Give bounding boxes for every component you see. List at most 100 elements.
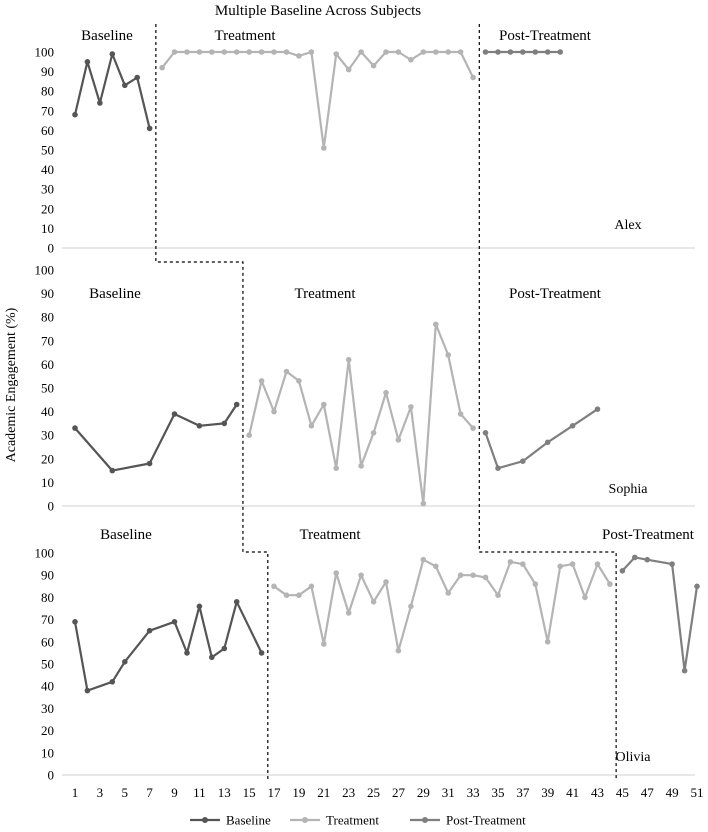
x-tick-label: 47 — [641, 785, 655, 800]
data-point-baseline — [233, 599, 240, 605]
x-tick-label: 1 — [72, 785, 79, 800]
data-point-treatment — [395, 647, 402, 654]
legend-label: Baseline — [226, 813, 271, 828]
data-point-treatment — [283, 49, 290, 55]
data-point-treatment — [383, 579, 389, 585]
y-tick-label: 0 — [48, 499, 55, 514]
y-tick-label: 80 — [41, 84, 54, 99]
data-point-treatment — [358, 572, 364, 578]
data-point-treatment — [233, 49, 240, 55]
y-tick-label: 90 — [41, 286, 54, 301]
phase-change-line-2 — [478, 24, 617, 780]
data-point-post-treatment — [520, 458, 526, 465]
data-point-treatment — [271, 583, 277, 590]
data-point-post-treatment — [632, 554, 638, 561]
data-point-treatment — [358, 49, 364, 55]
x-tick-label: 7 — [146, 785, 153, 800]
x-tick-label: 43 — [591, 785, 604, 800]
data-point-baseline — [146, 627, 153, 634]
data-point-baseline — [196, 423, 203, 429]
data-point-treatment — [482, 574, 489, 581]
data-point-post-treatment — [669, 561, 675, 567]
data-point-treatment — [383, 389, 389, 396]
data-point-baseline — [221, 420, 228, 427]
series-line-treatment — [161, 50, 475, 150]
data-point-treatment — [457, 49, 464, 55]
data-point-post-treatment — [507, 49, 514, 55]
data-point-post-treatment — [694, 583, 700, 590]
x-tick-label: 49 — [666, 785, 679, 800]
data-point-post-treatment — [495, 465, 501, 472]
data-point-treatment — [457, 411, 464, 417]
x-tick-label: 45 — [616, 785, 629, 800]
legend-swatch-marker — [302, 817, 308, 823]
data-point-treatment — [246, 49, 252, 55]
data-point-treatment — [420, 556, 427, 563]
legend-label: Post-Treatment — [446, 813, 526, 828]
series-line-baseline — [73, 600, 263, 692]
y-tick-label: 40 — [41, 404, 54, 419]
data-point-treatment — [569, 561, 576, 567]
data-point-treatment — [308, 49, 315, 55]
data-point-treatment — [283, 592, 290, 598]
data-point-treatment — [321, 641, 327, 647]
data-point-treatment — [296, 592, 302, 598]
legend-item-baseline: Baseline — [190, 813, 271, 828]
series-line-post-treatment — [484, 408, 599, 470]
data-point-baseline — [209, 654, 215, 661]
data-point-treatment — [445, 352, 452, 358]
data-point-treatment — [221, 49, 228, 55]
data-point-post-treatment — [495, 49, 501, 55]
data-point-treatment — [557, 563, 563, 570]
series-line-post-treatment — [621, 556, 699, 672]
chart-title: Multiple Baseline Across Subjects — [215, 3, 421, 19]
y-tick-label: 100 — [35, 546, 55, 561]
series-line-baseline — [74, 403, 238, 472]
data-point-treatment — [333, 51, 340, 57]
data-point-baseline — [171, 619, 178, 625]
data-point-treatment — [209, 49, 215, 55]
data-point-treatment — [433, 563, 439, 570]
data-point-baseline — [258, 650, 265, 656]
data-point-treatment — [159, 64, 165, 71]
x-tick-label: 51 — [691, 785, 704, 800]
data-point-treatment — [333, 570, 340, 576]
x-tick-label: 15 — [243, 785, 256, 800]
y-tick-label: 60 — [41, 634, 54, 649]
data-point-post-treatment — [544, 49, 551, 55]
x-tick-label: 33 — [467, 785, 480, 800]
data-point-treatment — [433, 321, 439, 328]
data-point-baseline — [221, 645, 228, 652]
legend: Baseline Treatment Post-Treatment — [190, 813, 526, 828]
data-point-baseline — [233, 401, 240, 408]
data-point-treatment — [408, 603, 414, 610]
y-tick-label: 50 — [41, 657, 54, 672]
y-tick-label: 10 — [41, 745, 54, 760]
y-tick-label: 20 — [41, 723, 54, 738]
data-point-baseline — [72, 425, 78, 431]
subject-label: Alex — [614, 218, 641, 233]
series-line-treatment — [248, 323, 474, 505]
phase-label-treatment: Treatment — [299, 527, 361, 543]
data-point-baseline — [72, 111, 78, 118]
y-tick-label: 90 — [41, 568, 54, 583]
data-point-baseline — [109, 679, 116, 685]
data-point-post-treatment — [482, 49, 489, 55]
y-tick-label: 60 — [41, 123, 54, 138]
data-point-post-treatment — [594, 406, 601, 413]
data-point-treatment — [445, 590, 452, 596]
y-tick-label: 70 — [41, 333, 54, 348]
data-point-treatment — [420, 49, 427, 55]
data-point-post-treatment — [520, 49, 526, 55]
y-tick-label: 10 — [41, 221, 54, 236]
data-point-baseline — [72, 619, 78, 625]
data-point-treatment — [520, 561, 526, 567]
x-tick-label: 5 — [122, 785, 129, 800]
x-tick-label: 9 — [171, 785, 178, 800]
data-point-treatment — [457, 572, 464, 578]
data-point-baseline — [134, 74, 140, 81]
data-point-treatment — [308, 583, 315, 590]
data-point-treatment — [544, 639, 551, 645]
data-point-post-treatment — [619, 568, 626, 574]
data-point-treatment — [370, 62, 377, 69]
